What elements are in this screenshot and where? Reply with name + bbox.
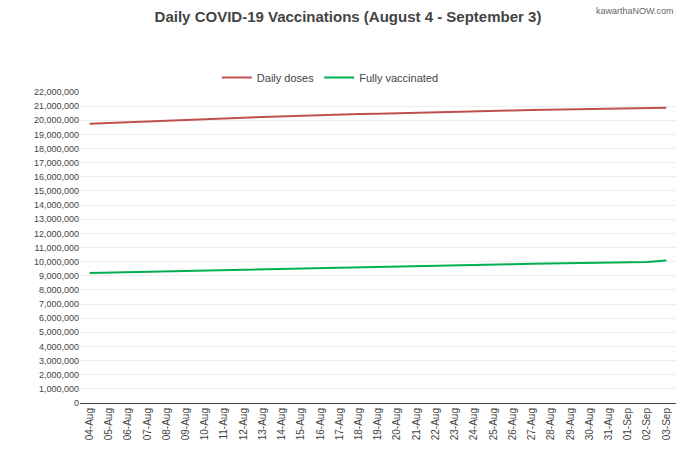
- svg-text:10,000,000: 10,000,000: [34, 257, 79, 267]
- svg-text:27-Aug: 27-Aug: [526, 408, 537, 440]
- svg-text:10-Aug: 10-Aug: [199, 408, 210, 440]
- svg-text:Daily doses: Daily doses: [257, 72, 314, 84]
- svg-text:22-Aug: 22-Aug: [430, 408, 441, 440]
- svg-text:17-Aug: 17-Aug: [334, 408, 345, 440]
- svg-text:19-Aug: 19-Aug: [372, 408, 383, 440]
- svg-text:4,000,000: 4,000,000: [39, 342, 79, 352]
- svg-text:18,000,000: 18,000,000: [34, 144, 79, 154]
- svg-text:26-Aug: 26-Aug: [507, 408, 518, 440]
- svg-text:24-Aug: 24-Aug: [468, 408, 479, 440]
- svg-text:22,000,000: 22,000,000: [34, 87, 79, 97]
- svg-text:13-Aug: 13-Aug: [257, 408, 268, 440]
- svg-text:7,000,000: 7,000,000: [39, 299, 79, 309]
- svg-text:28-Aug: 28-Aug: [545, 408, 556, 440]
- svg-text:13,000,000: 13,000,000: [34, 214, 79, 224]
- svg-text:19,000,000: 19,000,000: [34, 130, 79, 140]
- svg-text:20-Aug: 20-Aug: [391, 408, 402, 440]
- svg-text:2,000,000: 2,000,000: [39, 370, 79, 380]
- svg-text:21-Aug: 21-Aug: [411, 408, 422, 440]
- svg-text:08-Aug: 08-Aug: [161, 408, 172, 440]
- svg-text:03-Sep: 03-Sep: [661, 408, 672, 441]
- svg-text:07-Aug: 07-Aug: [142, 408, 153, 440]
- svg-text:14-Aug: 14-Aug: [276, 408, 287, 440]
- svg-text:16-Aug: 16-Aug: [315, 408, 326, 440]
- svg-text:15,000,000: 15,000,000: [34, 186, 79, 196]
- svg-text:0: 0: [74, 398, 79, 408]
- svg-text:8,000,000: 8,000,000: [39, 285, 79, 295]
- svg-text:02-Sep: 02-Sep: [641, 408, 652, 441]
- svg-text:05-Aug: 05-Aug: [103, 408, 114, 440]
- svg-text:9,000,000: 9,000,000: [39, 271, 79, 281]
- svg-text:04-Aug: 04-Aug: [84, 408, 95, 440]
- svg-text:11-Aug: 11-Aug: [218, 408, 229, 440]
- svg-text:1,000,000: 1,000,000: [39, 384, 79, 394]
- svg-text:kawarthaNOW.com: kawarthaNOW.com: [596, 6, 674, 16]
- svg-text:09-Aug: 09-Aug: [180, 408, 191, 440]
- svg-text:5,000,000: 5,000,000: [39, 327, 79, 337]
- svg-text:Fully vaccinated: Fully vaccinated: [359, 72, 438, 84]
- svg-text:30-Aug: 30-Aug: [584, 408, 595, 440]
- svg-text:15-Aug: 15-Aug: [295, 408, 306, 440]
- svg-text:23-Aug: 23-Aug: [449, 408, 460, 440]
- svg-text:25-Aug: 25-Aug: [488, 408, 499, 440]
- svg-text:14,000,000: 14,000,000: [34, 200, 79, 210]
- svg-text:06-Aug: 06-Aug: [122, 408, 133, 440]
- svg-text:6,000,000: 6,000,000: [39, 313, 79, 323]
- svg-text:18-Aug: 18-Aug: [353, 408, 364, 440]
- svg-text:29-Aug: 29-Aug: [565, 408, 576, 440]
- svg-text:16,000,000: 16,000,000: [34, 172, 79, 182]
- svg-text:17,000,000: 17,000,000: [34, 158, 79, 168]
- svg-text:12,000,000: 12,000,000: [34, 229, 79, 239]
- svg-text:20,000,000: 20,000,000: [34, 115, 79, 125]
- svg-text:Daily COVID-19 Vaccinations (A: Daily COVID-19 Vaccinations (August 4 - …: [155, 8, 542, 25]
- svg-text:12-Aug: 12-Aug: [238, 408, 249, 440]
- svg-text:11,000,000: 11,000,000: [35, 243, 79, 253]
- svg-text:31-Aug: 31-Aug: [603, 408, 614, 440]
- svg-text:01-Sep: 01-Sep: [622, 408, 633, 441]
- svg-text:3,000,000: 3,000,000: [39, 356, 79, 366]
- svg-text:21,000,000: 21,000,000: [34, 101, 79, 111]
